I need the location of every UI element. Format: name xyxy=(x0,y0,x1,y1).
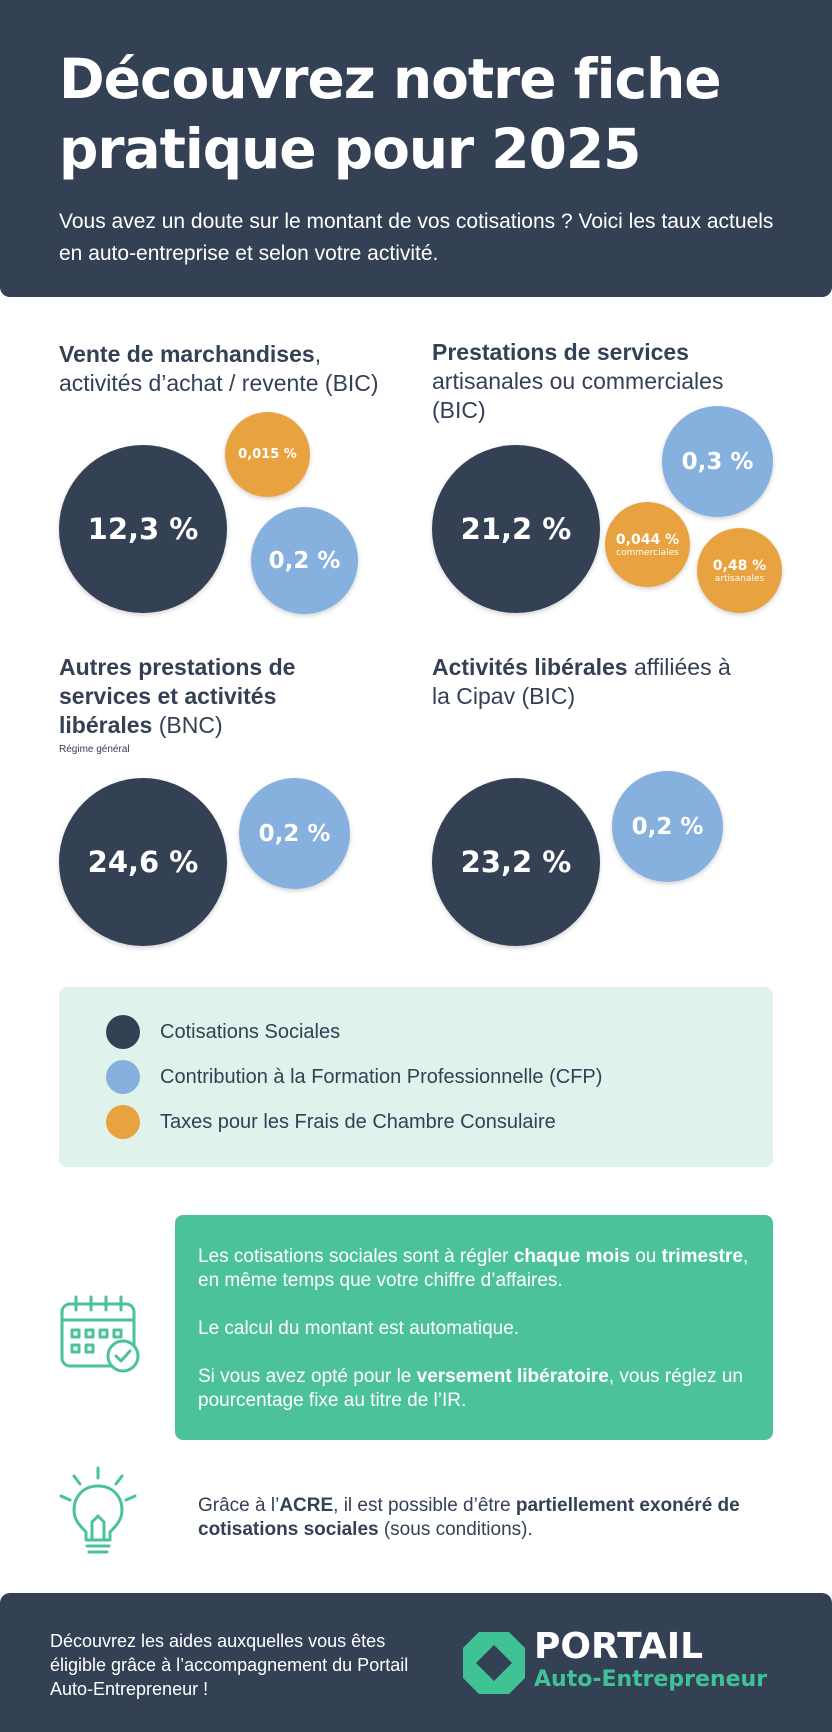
group-title-prestations: Prestations de services artisanales ou c… xyxy=(432,339,724,423)
footer: Découvrez les aides auxquelles vous êtes… xyxy=(0,1593,832,1732)
legend-item-cfp: Contribution à la Formation Professionne… xyxy=(106,1060,602,1094)
bubble-cotisations: 12,3 % xyxy=(59,445,227,613)
info-paragraph-versement: Si vous avez opté pour le versement libé… xyxy=(198,1366,743,1411)
footer-text: Découvrez les aides auxquelles vous êtes… xyxy=(50,1631,409,1699)
brand-subname: Auto-Entrepreneur xyxy=(534,1667,768,1692)
info-card: Les cotisations sociales sont à régler c… xyxy=(175,1215,773,1440)
legend-dot xyxy=(106,1060,140,1094)
group-title-marchandises: Vente de marchandises, activités d’achat… xyxy=(59,341,379,396)
brand-name: PORTAIL xyxy=(534,1626,704,1667)
lightbulb-icon xyxy=(59,1466,137,1554)
legend-dot xyxy=(106,1105,140,1139)
legend-label: Contribution à la Formation Professionne… xyxy=(160,1065,603,1088)
bubble-cfp: 0,2 % xyxy=(612,771,723,882)
legend-label: Cotisations Sociales xyxy=(160,1020,341,1043)
group-title-cipav: Activités libérales affiliées à la Cipav… xyxy=(432,654,731,709)
legend-item-taxes: Taxes pour les Frais de Chambre Consulai… xyxy=(106,1105,556,1139)
bubble-cfp: 0,2 % xyxy=(251,507,358,614)
info-paragraph-auto: Le calcul du montant est automatique. xyxy=(198,1318,520,1339)
legend-dot xyxy=(106,1015,140,1049)
bubble-taxes-artisanales: 0,48 % artisanales xyxy=(697,528,782,613)
legend-label: Taxes pour les Frais de Chambre Consulai… xyxy=(160,1110,556,1133)
legend-item-cotisations: Cotisations Sociales xyxy=(106,1015,340,1049)
page-subtitle: Vous avez un doute sur le montant de vos… xyxy=(59,210,774,265)
bubble-cotisations: 24,6 % xyxy=(59,778,227,946)
bubble-cfp: 0,2 % xyxy=(239,778,350,889)
bubble-cotisations: 23,2 % xyxy=(432,778,600,946)
bubble-cfp: 0,3 % xyxy=(662,406,773,517)
bubble-taxes-commerciales: 0,044 % commerciales xyxy=(605,502,690,587)
portail-logo-icon xyxy=(463,1632,525,1694)
calendar-check-icon xyxy=(60,1295,140,1373)
acre-note: Grâce à l’ACRE, il est possible d’être p… xyxy=(198,1495,740,1540)
legend: Cotisations Sociales Contribution à la F… xyxy=(59,987,773,1167)
page-title: Découvrez notre fiche pratique pour 2025 xyxy=(59,47,722,181)
info-paragraph-payment: Les cotisations sociales sont à régler c… xyxy=(198,1246,749,1291)
bubble-cotisations: 21,2 % xyxy=(432,445,600,613)
group-title-bnc: Autres prestations de services et activi… xyxy=(59,654,296,738)
bubble-taxes: 0,015 % xyxy=(225,412,310,497)
group-note: Régime général xyxy=(59,744,130,755)
header-banner: Découvrez notre fiche pratique pour 2025… xyxy=(0,0,832,297)
